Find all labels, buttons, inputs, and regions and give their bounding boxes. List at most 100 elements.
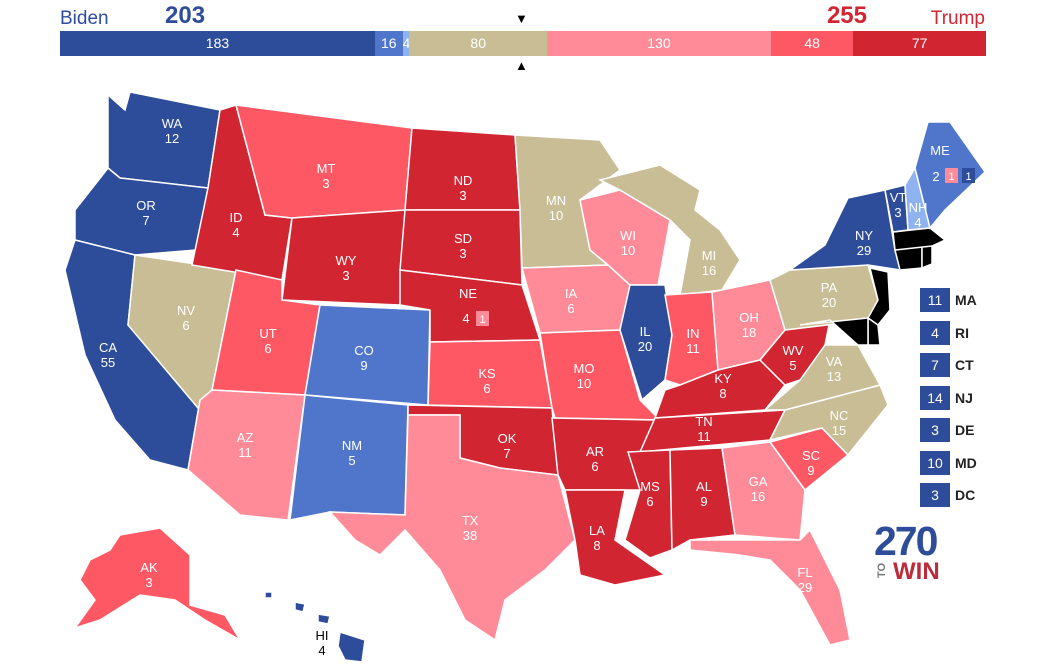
state-ev-va: 13 — [827, 369, 841, 384]
state-ev-mi: 16 — [702, 263, 716, 278]
small-state-name: NJ — [955, 389, 973, 406]
state-label-co: CO — [354, 343, 374, 358]
state-label-az: AZ — [237, 430, 254, 445]
state-label-mn: MN — [546, 193, 566, 208]
state-ev-me: 2 — [932, 169, 939, 184]
state-ev-fl: 29 — [798, 580, 812, 595]
ne-cd2-label: 1 — [479, 314, 485, 326]
state-mi[interactable] — [597, 164, 741, 296]
state-ev-wi: 10 — [621, 243, 635, 258]
me-cd2-label: 1 — [948, 171, 954, 183]
state-label-wa: WA — [162, 116, 183, 131]
bar-segment-3: 80 — [409, 31, 548, 56]
state-ev-nh: 4 — [914, 215, 921, 230]
state-or[interactable] — [74, 166, 209, 256]
state-ev-ut: 6 — [264, 341, 271, 356]
biden-total: 203 — [165, 2, 206, 29]
trump-label: Trump — [930, 8, 985, 29]
small-state-ev[interactable]: 4 — [920, 320, 950, 345]
state-label-sc: SC — [802, 448, 820, 463]
state-ev-co: 9 — [360, 358, 367, 373]
state-label-or: OR — [136, 198, 156, 213]
state-ev-wy: 3 — [342, 268, 349, 283]
state-ev-vt: 3 — [894, 205, 901, 220]
state-label-wy: WY — [336, 253, 357, 268]
state-ev-ga: 16 — [751, 489, 765, 504]
bar-segment-4: 130 — [547, 31, 771, 56]
state-ev-wa: 12 — [165, 131, 179, 146]
state-label-mt: MT — [317, 161, 336, 176]
state-label-pa: PA — [821, 280, 838, 295]
state-label-tn: TN — [695, 414, 712, 429]
state-ev-la: 8 — [593, 538, 600, 553]
bar-segment-5: 48 — [770, 31, 854, 56]
ne-cd2-box[interactable] — [476, 311, 489, 326]
state-ev-hi: 4 — [318, 643, 325, 658]
state-ev-nm: 5 — [348, 453, 355, 468]
biden-label: Biden — [60, 8, 109, 29]
us-electoral-map: WA12OR7CA55NV6ID4MT3WY3UT6AZ11CO9NM5ND3S… — [64, 91, 986, 663]
state-label-nm: NM — [342, 438, 362, 453]
state-ga[interactable] — [721, 441, 806, 541]
trump-total: 255 — [826, 2, 867, 29]
state-ny[interactable] — [787, 189, 902, 271]
state-label-ia: IA — [565, 286, 578, 301]
state-al[interactable] — [669, 447, 736, 552]
bar-segment-0: 183 — [60, 31, 375, 56]
state-label-mi: MI — [702, 248, 716, 263]
state-label-wv: WV — [783, 343, 804, 358]
state-label-vt: VT — [890, 190, 907, 205]
bar-segment-2: 4 — [402, 31, 410, 56]
state-label-hi: HI — [316, 628, 329, 643]
state-ev-ny: 29 — [857, 243, 871, 258]
me-cd2-box[interactable] — [945, 168, 958, 183]
state-label-ok: OK — [498, 431, 517, 446]
state-la[interactable] — [564, 489, 667, 586]
state-tx[interactable] — [328, 414, 576, 642]
state-label-ar: AR — [586, 444, 604, 459]
state-ak[interactable] — [73, 527, 243, 643]
state-ev-ca: 55 — [101, 355, 115, 370]
small-state-name: CT — [955, 357, 974, 373]
state-label-ks: KS — [478, 366, 496, 381]
small-state-ev[interactable]: 3 — [920, 483, 950, 507]
small-state-ev[interactable]: 3 — [920, 418, 950, 442]
state-label-nv: NV — [177, 303, 195, 318]
state-ev-ky: 8 — [719, 386, 726, 401]
state-label-ny: NY — [855, 228, 873, 243]
state-ev-tn: 11 — [697, 429, 711, 444]
state-ev-al: 9 — [700, 494, 707, 509]
state-label-ak: AK — [140, 560, 158, 575]
state-ev-id: 4 — [232, 225, 239, 240]
small-state-ev[interactable]: 10 — [920, 450, 950, 475]
bar-segment-1: 16 — [374, 31, 403, 56]
small-state-ev[interactable]: 7 — [920, 353, 950, 377]
270towin-logo: 270 TO WIN — [874, 518, 944, 585]
state-ev-or: 7 — [142, 213, 149, 228]
small-state-name: DE — [955, 422, 975, 438]
state-ev-nd: 3 — [459, 188, 466, 203]
electoral-vote-bar: 183 16 4 80 130 48 77 — [60, 31, 986, 56]
logo-to: TO — [876, 562, 888, 578]
state-ev-ok: 7 — [503, 446, 510, 461]
small-state-name: RI — [955, 324, 969, 341]
state-ev-il: 20 — [638, 339, 652, 354]
state-label-nc: NC — [830, 408, 849, 423]
state-label-il: IL — [640, 324, 651, 339]
me-cd1-label: 1 — [965, 171, 971, 183]
small-state-ev[interactable]: 11 — [920, 288, 950, 312]
state-label-nd: ND — [454, 173, 473, 188]
state-label-ga: GA — [749, 474, 768, 489]
state-ev-pa: 20 — [822, 295, 836, 310]
state-fl[interactable] — [689, 528, 851, 646]
state-md[interactable] — [799, 317, 869, 346]
small-state-ev[interactable]: 14 — [920, 385, 950, 410]
state-ev-ms: 6 — [646, 494, 653, 509]
me-cd1-box[interactable] — [962, 168, 975, 183]
state-ri[interactable] — [921, 245, 933, 270]
state-label-fl: FL — [797, 565, 812, 580]
state-label-sd: SD — [454, 231, 472, 246]
state-ev-nc: 15 — [832, 423, 846, 438]
state-label-id: ID — [230, 210, 243, 225]
state-hi[interactable] — [264, 591, 366, 663]
